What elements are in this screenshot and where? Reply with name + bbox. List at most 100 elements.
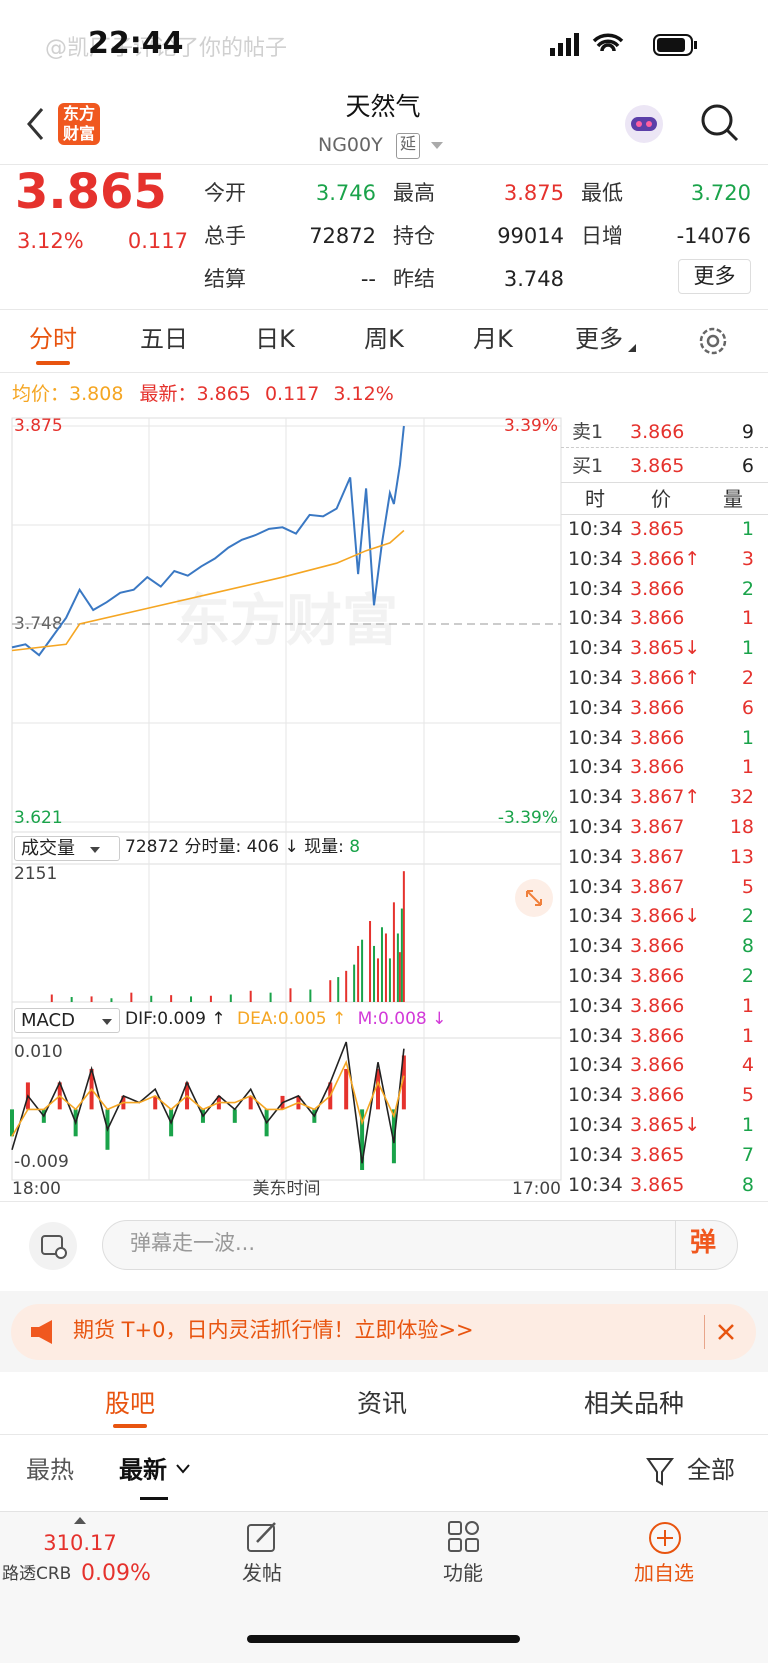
post-icon: [247, 1522, 276, 1552]
current-volume: 8: [349, 837, 361, 857]
volume-bar: [329, 980, 332, 1002]
book-column: 量: [723, 487, 743, 511]
assistant-icon[interactable]: [622, 102, 666, 146]
promo-banner[interactable]: [11, 1304, 756, 1360]
volume-bar: [377, 958, 379, 1002]
trade-price: 3.866: [630, 726, 685, 749]
trade-qty: 5: [741, 875, 754, 898]
book-qty: 6: [741, 455, 754, 477]
status-time: 22:44: [88, 26, 184, 61]
volume-bar: [402, 871, 405, 1002]
volume-bar: [249, 990, 252, 1002]
filter-all[interactable]: 全部: [687, 1456, 735, 1484]
comment-settings[interactable]: [28, 1221, 78, 1271]
macd-m: M:0.008 ↓: [357, 1009, 447, 1029]
code-dropdown[interactable]: [430, 140, 444, 150]
field-label: 结算: [204, 267, 246, 291]
macd-line: [11, 1059, 405, 1137]
field-label: 最低: [581, 181, 623, 205]
search-button[interactable]: [700, 103, 740, 143]
index-name[interactable]: 路透CRB: [2, 1564, 72, 1584]
field-value: 99014: [497, 224, 564, 248]
volume-selector[interactable]: 成交量: [14, 836, 120, 861]
trade-price: 3.866: [630, 1054, 685, 1077]
y-tick-label: 3.748: [14, 614, 63, 634]
trade-time: 10:34: [568, 1143, 623, 1166]
more-button[interactable]: 更多: [678, 259, 751, 294]
divider: [675, 1221, 676, 1269]
banner-text: 期货 T+0，日内灵活抓行情！立即体验>>: [73, 1318, 474, 1342]
trade-time: 10:34: [568, 726, 623, 749]
field-value: 3.746: [315, 181, 376, 205]
section-tab[interactable]: 股吧: [104, 1389, 156, 1418]
more-caret: [628, 344, 636, 352]
trade-price: 3.866: [630, 965, 685, 987]
filter-icon: [646, 1458, 675, 1486]
section-tab[interactable]: 资讯: [356, 1389, 408, 1418]
macd-bar: [153, 1095, 158, 1110]
latest-value: 3.865: [196, 383, 251, 405]
banner-close[interactable]: [716, 1322, 736, 1342]
index-change[interactable]: 0.09%: [81, 1561, 151, 1586]
period-tab[interactable]: 更多: [575, 325, 623, 353]
macd-bar: [10, 1109, 14, 1137]
trade-time: 10:34: [568, 667, 623, 689]
volume-bar: [110, 998, 113, 1002]
trade-qty: 2: [741, 965, 754, 987]
period-tab[interactable]: 五日: [140, 325, 188, 353]
nav-watch[interactable]: 加自选: [634, 1561, 694, 1585]
y-tick-label: 2151: [14, 864, 57, 884]
trade-price: 3.866: [630, 607, 685, 630]
trade-price: 3.866: [630, 1024, 685, 1047]
trade-time: 10:34: [568, 845, 623, 868]
trade-time: 10:34: [568, 1084, 623, 1107]
volume-bar: [361, 939, 364, 1002]
period-tab[interactable]: 日K: [255, 325, 295, 353]
trade-qty: 1: [741, 726, 754, 749]
change-value: 0.117: [127, 229, 188, 253]
trade-price: 3.866: [630, 756, 685, 779]
settings-button[interactable]: [696, 324, 730, 358]
tools-icon: [448, 1521, 479, 1552]
trade-price: 3.866: [630, 994, 685, 1017]
sort-underline: [140, 1497, 168, 1500]
danmaku-button[interactable]: 弹: [690, 1228, 717, 1258]
trade-qty: 1: [741, 607, 754, 630]
volume-bar: [353, 964, 356, 1002]
nav-post[interactable]: 发帖: [242, 1561, 282, 1585]
period-tab[interactable]: 分时: [29, 325, 77, 353]
volume-bar: [373, 945, 376, 1002]
price-line: [11, 529, 405, 652]
sort-hot[interactable]: 最热: [26, 1456, 74, 1484]
period-tab[interactable]: 周K: [364, 325, 404, 353]
trade-price: 3.865↓: [630, 637, 701, 660]
book-price: 3.866: [630, 421, 685, 443]
trade-time: 10:34: [568, 547, 623, 570]
macd-dea: DEA:0.005 ↑: [237, 1009, 347, 1029]
macd-info: DIF:0.009 ↑ DEA:0.005 ↑ M:0.008 ↓: [125, 1009, 446, 1029]
book-divider: [561, 514, 768, 515]
sort-latest[interactable]: 最新: [119, 1456, 167, 1484]
volume-info: 72872 分时量: 406 ↓ 现量: 8: [125, 837, 360, 857]
x-tick-label: 18:00: [12, 1179, 61, 1199]
volume-bar: [130, 992, 133, 1002]
trade-price: 3.867: [630, 875, 685, 898]
trade-price: 3.866↑: [630, 547, 701, 570]
index-value[interactable]: 310.17: [43, 1531, 117, 1555]
delay-tag: 延: [396, 133, 420, 159]
indicator-selector[interactable]: MACD: [14, 1008, 120, 1033]
trade-price: 3.865↓: [630, 1114, 701, 1136]
field-value: 3.875: [503, 181, 564, 205]
y2-tick-label: -3.39%: [498, 808, 558, 828]
volume-bar: [289, 988, 292, 1002]
section-tab[interactable]: 相关品种: [583, 1389, 685, 1418]
back-button[interactable]: [24, 106, 48, 142]
nav-tools[interactable]: 功能: [443, 1561, 483, 1585]
volume-bar: [209, 995, 212, 1002]
trade-qty: 18: [729, 816, 754, 838]
trade-price: 3.867↑: [630, 786, 701, 809]
period-tab[interactable]: 月K: [473, 325, 513, 353]
book-column: 时: [585, 487, 605, 511]
comment-input[interactable]: [102, 1220, 738, 1270]
y2-tick-label: 3.39%: [504, 416, 558, 436]
